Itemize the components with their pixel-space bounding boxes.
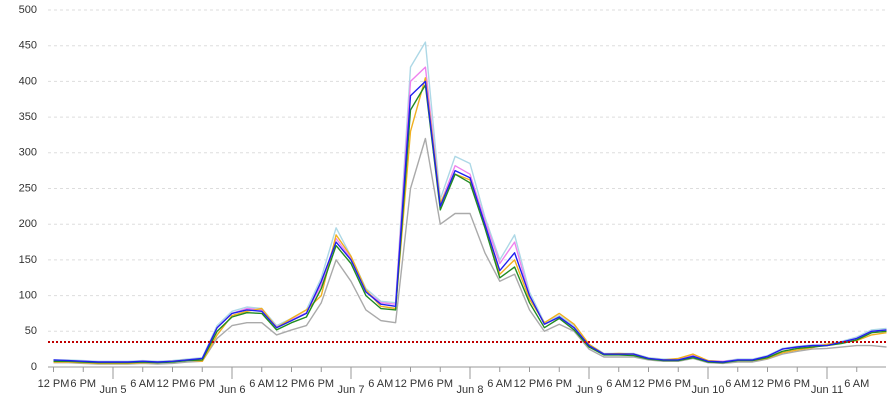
x-tick-label: 6 AM [368, 378, 393, 390]
x-tick-label: Jun 9 [576, 384, 603, 396]
x-tick-label: 12 PM [395, 378, 427, 390]
x-tick-label: 6 PM [308, 378, 334, 390]
y-tick-label: 200 [19, 218, 37, 230]
x-tick-label: 12 PM [752, 378, 784, 390]
x-tick-label: 6 PM [784, 378, 810, 390]
y-tick-label: 400 [19, 75, 37, 87]
x-tick-label: 6 PM [70, 378, 96, 390]
x-tick-label: 6 PM [665, 378, 691, 390]
y-tick-label: 0 [31, 361, 37, 373]
y-tick-label: 300 [19, 147, 37, 159]
series-line [53, 41, 887, 362]
x-tick-label: 6 AM [249, 378, 274, 390]
x-tick-label: Jun 5 [100, 384, 127, 396]
y-tick-label: 100 [19, 290, 37, 302]
x-tick-label: 6 AM [606, 378, 631, 390]
series-line [53, 77, 887, 365]
x-tick-label: 12 PM [633, 378, 665, 390]
x-tick-label: Jun 6 [219, 384, 246, 396]
x-tick-label: 12 PM [276, 378, 308, 390]
series-line [53, 137, 887, 365]
x-tick-label: 6 PM [189, 378, 215, 390]
x-tick-label: Jun 7 [338, 384, 365, 396]
x-tick-label: 6 AM [725, 378, 750, 390]
y-tick-label: 250 [19, 182, 37, 194]
x-tick-label: 12 PM [38, 378, 70, 390]
x-tick-label: Jun 8 [457, 384, 484, 396]
y-tick-label: 450 [19, 40, 37, 52]
x-tick-label: Jun 10 [691, 384, 724, 396]
x-tick-label: 12 PM [514, 378, 546, 390]
y-tick-label: 350 [19, 111, 37, 123]
y-tick-label: 150 [19, 254, 37, 266]
x-tick-label: 6 PM [546, 378, 572, 390]
x-tick-label: 6 PM [427, 378, 453, 390]
x-tick-label: 12 PM [157, 378, 189, 390]
y-tick-label: 50 [25, 325, 37, 337]
x-tick-label: 6 AM [130, 378, 155, 390]
y-tick-label: 500 [19, 4, 37, 16]
x-tick-label: 6 AM [487, 378, 512, 390]
x-tick-label: Jun 11 [811, 384, 843, 396]
x-tick-label: 6 AM [844, 378, 869, 390]
series-line [53, 80, 887, 363]
